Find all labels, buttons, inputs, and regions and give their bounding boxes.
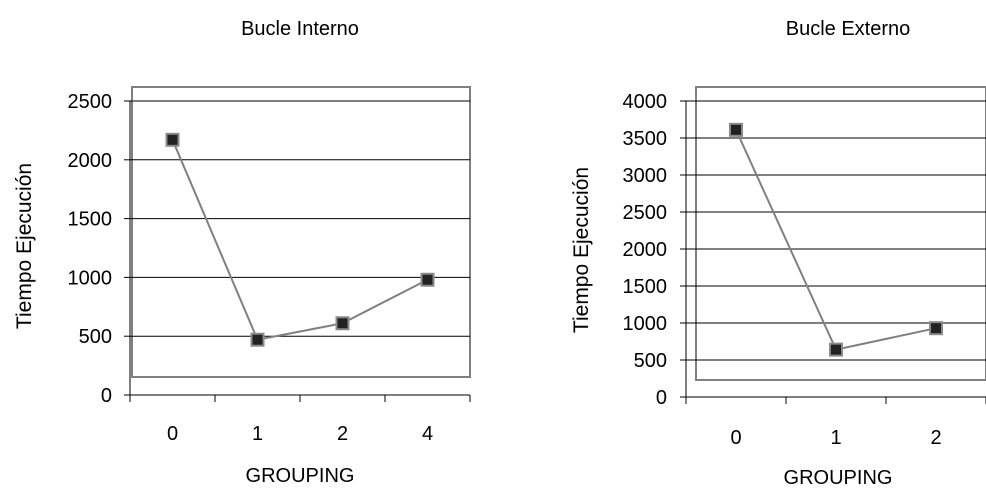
data-point-marker: [829, 342, 843, 357]
y-axis-label: Tiempo Ejecución: [570, 167, 593, 333]
plot-area-frame: [695, 86, 986, 381]
y-tick-label: 1000: [68, 267, 113, 289]
y-axis-label: Tiempo Ejecución: [13, 163, 36, 329]
x-tick-label: 0: [730, 427, 741, 449]
y-tick-label: 1000: [623, 313, 668, 335]
y-tick-label: 2000: [623, 239, 668, 261]
x-tick-label: 0: [167, 423, 178, 445]
plot-area-frame: [131, 86, 471, 378]
y-tick-label: 1500: [623, 276, 668, 298]
x-tick-label: 4: [422, 423, 433, 445]
data-point-marker: [335, 316, 350, 331]
data-point-marker: [250, 332, 265, 347]
y-tick-label: 3000: [623, 165, 668, 187]
y-tick-label: 500: [79, 326, 112, 348]
y-tick-label: 4000: [623, 91, 668, 113]
y-tick-label: 0: [101, 385, 112, 407]
y-tick-label: 2000: [68, 150, 113, 172]
y-tick-label: 2500: [68, 91, 113, 113]
data-point-marker: [420, 272, 435, 287]
x-axis-label: GROUPING: [246, 465, 355, 487]
chart-title: Bucle Interno: [241, 18, 359, 40]
x-tick-label: 2: [337, 423, 348, 445]
chart-bucle-externo: Bucle Externo GROUPING Tiempo Ejecución 0 50…: [570, 18, 986, 489]
x-axis-label: GROUPING: [784, 467, 893, 489]
chart-title: Bucle Externo: [786, 18, 911, 40]
data-point-marker: [929, 321, 943, 336]
x-tick-label: 1: [830, 427, 841, 449]
data-point-marker: [165, 132, 180, 147]
y-tick-label: 500: [634, 350, 667, 372]
x-tick-label: 1: [252, 423, 263, 445]
x-tick-label: 2: [930, 427, 941, 449]
y-tick-label: 2500: [623, 202, 668, 224]
y-tick-label: 0: [656, 387, 667, 409]
chart-bucle-interno: Bucle Interno GROUPING Tiempo Ejecución 0 50…: [13, 18, 471, 487]
series-line: [171, 139, 428, 341]
data-point-marker: [729, 122, 743, 137]
series-line: [735, 129, 937, 351]
y-tick-label: 3500: [623, 128, 668, 150]
y-tick-label: 1500: [68, 209, 113, 231]
